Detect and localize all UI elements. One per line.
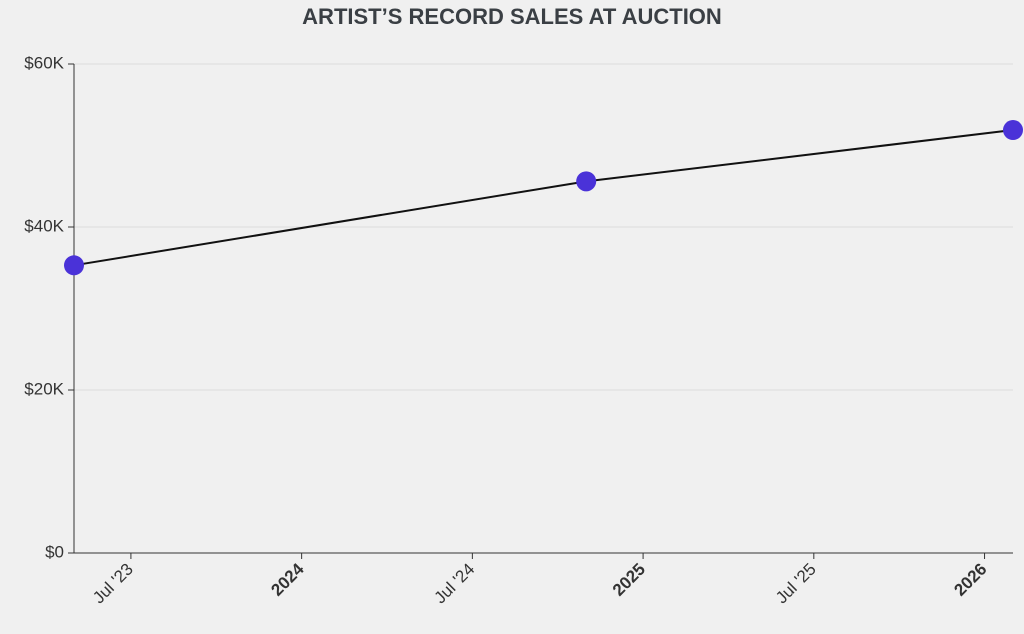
x-tick-label: Jul '24 (431, 560, 479, 608)
y-tick-label: $0 (45, 542, 64, 561)
point (576, 171, 597, 192)
x-tick-label: 2026 (950, 560, 990, 600)
x-tick-label: Jul '23 (89, 560, 137, 608)
chart-title: ARTIST’S RECORD SALES AT AUCTION (302, 4, 722, 29)
x-tick-label: 2025 (609, 560, 649, 600)
x-tick-label: 2024 (267, 559, 308, 600)
line (73, 129, 1014, 267)
point (64, 255, 84, 276)
x-tick-label: Jul '25 (772, 560, 820, 608)
y-tick-label: $20K (24, 379, 64, 398)
y-tick-label: $40K (24, 216, 64, 235)
y-tick-label: $60K (24, 53, 64, 72)
point (1003, 120, 1023, 141)
